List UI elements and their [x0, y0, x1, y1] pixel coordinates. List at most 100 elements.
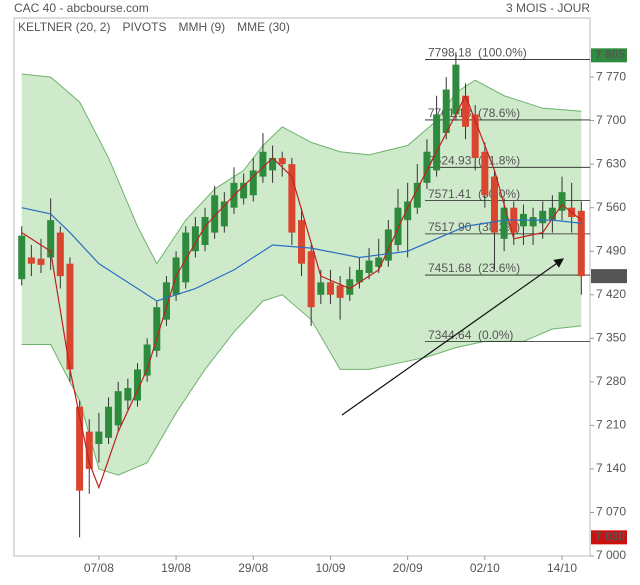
chart-title: CAC 40 - abcbourse.com [14, 1, 149, 15]
ma-line [21, 207, 582, 302]
y-tick-label: 7 000 [596, 548, 626, 562]
legend-entry: MMH (9) [179, 20, 226, 34]
candle-body [191, 226, 199, 252]
candle-body [27, 257, 35, 264]
y-tick-label: 7 630 [596, 156, 626, 170]
candle-body [490, 176, 498, 233]
y-tick-label: 7 070 [596, 505, 626, 519]
candle-body [433, 114, 441, 171]
x-tick-label: 19/08 [161, 561, 191, 575]
legend-entry: PIVOTS [122, 20, 166, 34]
candle-body [529, 217, 537, 227]
candle-body [201, 217, 209, 246]
x-tick-label: 29/08 [238, 561, 268, 575]
candle-body [539, 210, 547, 224]
candle-body [288, 164, 296, 233]
candle-body [500, 207, 508, 239]
y-tick-label: 7 210 [596, 418, 626, 432]
y-tick-label: 7 140 [596, 461, 626, 475]
fib-label: 7344.64 (0.0%) [428, 328, 513, 342]
candle-body [95, 431, 103, 445]
candle-body [384, 229, 392, 261]
candle-body [220, 201, 228, 227]
y-tick-label: 7 350 [596, 330, 626, 344]
candle-body [76, 406, 84, 491]
y-tick-label: 7 770 [596, 69, 626, 83]
candle-body [18, 235, 26, 280]
trend-arrow [341, 258, 564, 416]
y-tick-label: 7 280 [596, 374, 626, 388]
plot: 7798.18 (100.0%) 7701.13 (78.6%) 7624.93 (… [18, 46, 590, 538]
price-tag-label: 7 805 [595, 47, 625, 61]
candle-body [278, 157, 286, 165]
candle-body [365, 260, 373, 274]
candle-body [114, 391, 122, 426]
candle-body [240, 182, 248, 199]
x-tick-label: 07/08 [84, 561, 114, 575]
keltner-line [21, 73, 582, 265]
candle-body [85, 431, 93, 469]
candle-body [336, 285, 344, 298]
price-tag-label: 7 030 [595, 530, 625, 544]
x-tick-label: 14/10 [547, 561, 577, 575]
price-tag [591, 530, 627, 545]
candle-body [124, 388, 132, 401]
candle-body [326, 282, 334, 295]
candle-body [548, 207, 556, 221]
legend-entry: MME (30) [237, 20, 290, 34]
candle-body [452, 64, 460, 115]
candle-body [298, 220, 306, 264]
ma-line [21, 94, 582, 490]
y-tick-label: 7 560 [596, 200, 626, 214]
legend-entry: KELTNER (20, 2) [18, 20, 110, 34]
plot-frame [13, 17, 591, 557]
candle-body [346, 279, 354, 295]
y-tick-label: 7 420 [596, 287, 626, 301]
candle-body [37, 258, 45, 265]
legend: KELTNER (20, 2) PIVOTS MMH (9) MME (30) [18, 20, 290, 34]
candle-body [404, 201, 412, 221]
candle-body [375, 257, 383, 267]
candle-body [162, 282, 170, 320]
price-tag [591, 269, 627, 284]
candle-body [462, 95, 470, 127]
candle-body [47, 220, 55, 258]
candle-body [133, 369, 141, 401]
candle-body [471, 114, 479, 158]
candle-body [355, 269, 363, 283]
x-tick-label: 02/10 [470, 561, 500, 575]
candle-body [143, 344, 151, 376]
y-tick-label: 7 700 [596, 113, 626, 127]
candle-body [423, 151, 431, 183]
candle-body [269, 157, 277, 171]
keltner-line [21, 294, 582, 476]
candle-body [105, 406, 113, 438]
candle-body [442, 89, 450, 134]
price-tag-label: 7 450 [595, 268, 625, 282]
fib-label: 7624.93 (61.8%) [428, 153, 520, 167]
candle-body [413, 182, 421, 208]
candle-body [259, 151, 267, 177]
candle-body [317, 282, 325, 295]
fib-label: 7798.18 (100.0%) [428, 46, 527, 60]
price-tag [591, 48, 627, 63]
candle-body [249, 170, 257, 196]
candle-body [56, 232, 64, 277]
candle-body [182, 232, 190, 283]
fib-label: 7701.13 (78.6%) [428, 106, 520, 120]
x-tick-label: 20/09 [393, 561, 423, 575]
fib-label: 7451.68 (23.6%) [428, 261, 520, 275]
chart-subtitle: 3 MOIS - JOUR [506, 1, 590, 15]
candle-body [577, 210, 585, 277]
x-tick-label: 10/09 [315, 561, 345, 575]
candle-body [481, 151, 489, 196]
candle-body [66, 263, 74, 370]
candle-body [394, 207, 402, 246]
candle-body [211, 195, 219, 233]
fib-label: 7571.41 (50.0%) [428, 187, 520, 201]
candle-body [558, 192, 566, 211]
y-tick-label: 7 490 [596, 243, 626, 257]
candle-body [307, 251, 315, 308]
candle-body [153, 307, 161, 351]
